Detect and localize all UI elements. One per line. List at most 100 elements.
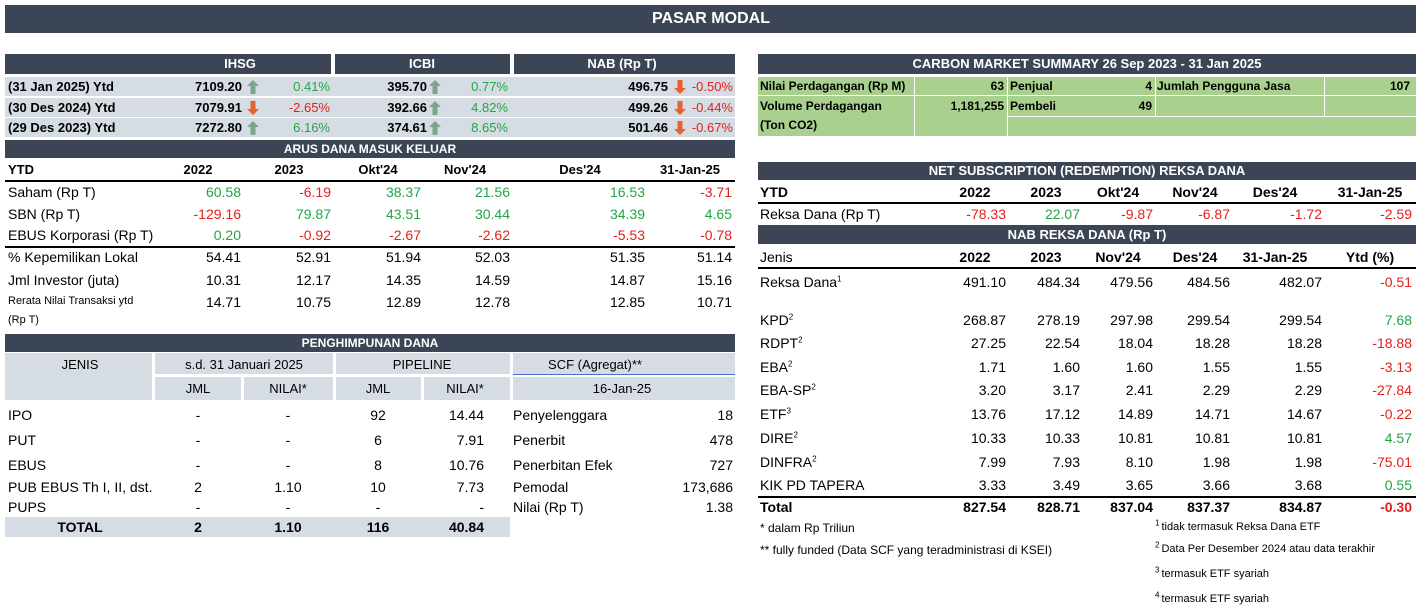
- column-header: Nov'24: [1095, 249, 1141, 265]
- cell: 3.65: [1125, 477, 1153, 493]
- cell: 10.33: [970, 430, 1006, 446]
- row-label: (31 Jan 2025) Ytd: [8, 79, 114, 94]
- header-bg: [513, 353, 735, 374]
- title-bar: [5, 5, 1416, 33]
- cell: 14.35: [385, 272, 421, 288]
- arrow-up: [429, 80, 441, 94]
- cell: 52.91: [295, 249, 331, 265]
- cell: 60.58: [205, 184, 241, 200]
- cell: 7079.91: [195, 99, 242, 115]
- cell: 4.82%: [471, 99, 508, 115]
- label: DIRE: [760, 430, 794, 446]
- section-title: NAB REKSA DANA (Rp T): [1007, 227, 1167, 242]
- section-title-bg: [758, 54, 1416, 74]
- column-header: PIPELINE: [392, 357, 452, 372]
- cell: -: [285, 457, 291, 473]
- label: ETF: [760, 406, 787, 422]
- cell: 27.25: [970, 335, 1006, 351]
- cell: 1.10: [274, 519, 302, 535]
- cell: 51.14: [696, 249, 732, 265]
- row-label: (29 Des 2023) Ytd: [8, 120, 116, 135]
- item-label: Nilai Perdagangan (Rp M): [760, 79, 906, 93]
- cell: 1.55: [1202, 359, 1230, 375]
- cell: -0.92: [299, 227, 331, 243]
- cell: 4.57: [1384, 430, 1412, 446]
- row-label: Jml Investor (juta): [8, 272, 120, 288]
- rule: [5, 180, 735, 182]
- cell: 1.98: [1202, 454, 1230, 470]
- cell: 14.87: [609, 272, 645, 288]
- cell: 6: [374, 432, 382, 448]
- label: termasuk ETF syariah: [1161, 568, 1270, 580]
- label: EBA: [760, 359, 789, 375]
- arrow-up: [429, 121, 441, 135]
- cell: -0.44%: [691, 99, 733, 115]
- row-label: Reksa Dana1: [760, 274, 842, 290]
- section-title: ARUS DANA MASUK KELUAR: [283, 142, 457, 156]
- cell: 51.35: [609, 249, 645, 265]
- cell: 2.41: [1125, 382, 1153, 398]
- cell: 12.89: [385, 294, 421, 310]
- cell: 482.07: [1279, 274, 1322, 290]
- row-label: Penerbit: [513, 432, 566, 448]
- superscript: 3: [786, 406, 791, 416]
- cell: 2: [194, 479, 202, 495]
- cell: 18.28: [1194, 335, 1230, 351]
- cell: -2.62: [478, 227, 510, 243]
- header-bg: [513, 377, 735, 400]
- cell: 1.10: [274, 479, 302, 495]
- cell-bg: [1008, 77, 1155, 95]
- rule: [5, 246, 735, 248]
- row-label: (30 Des 2024) Ytd: [8, 99, 116, 115]
- column-header: YTD: [8, 162, 34, 177]
- column-header: 31-Jan-25: [660, 162, 720, 177]
- column-header: Nov'24: [1172, 184, 1218, 200]
- cell: 8.10: [1125, 454, 1153, 470]
- superscript: 1: [1155, 518, 1160, 528]
- cell: 10.75: [295, 294, 331, 310]
- row-label: EBA-SP2: [760, 382, 816, 398]
- cell: -2.59: [1380, 206, 1412, 222]
- cell: 2.29: [1294, 382, 1322, 398]
- cell: 22.54: [1044, 335, 1080, 351]
- cell: -27.84: [1372, 382, 1412, 398]
- cell: 837.04: [1110, 499, 1153, 515]
- cell: 1,181,255: [950, 99, 1004, 113]
- rule: [758, 202, 1416, 204]
- column-header: Okt'24: [358, 162, 398, 177]
- cell: 12.85: [609, 294, 645, 310]
- cell: 22.07: [1044, 206, 1080, 222]
- cell: 3.66: [1202, 477, 1230, 493]
- label: Data Per Desember 2024 atau data terakhi…: [1161, 543, 1375, 555]
- cell: 1.60: [1125, 359, 1153, 375]
- cell: 12.17: [295, 272, 331, 288]
- cell: 4.65: [704, 206, 732, 222]
- header-bg: [155, 377, 241, 400]
- cell: 484.56: [1187, 274, 1230, 290]
- row-label: Penyelenggara: [513, 407, 608, 423]
- cell: 1.38: [705, 499, 733, 515]
- cell: 18: [717, 407, 733, 423]
- cell: 3.33: [978, 477, 1006, 493]
- cell: 43.51: [385, 206, 421, 222]
- cell: -: [195, 499, 201, 515]
- arrow-up: [429, 100, 441, 115]
- arrow-down: [674, 80, 686, 94]
- rule: [758, 496, 1416, 498]
- cell: 3.49: [1052, 477, 1080, 493]
- header-bg: [514, 54, 735, 74]
- cell: 10.81: [1117, 430, 1153, 446]
- column-header: 31-Jan-25: [1242, 249, 1308, 265]
- cell: -: [285, 407, 291, 423]
- item-label: Pembeli: [1010, 99, 1057, 113]
- row-label: PUT: [8, 432, 36, 448]
- cell: 837.37: [1187, 499, 1230, 515]
- cell-bg: [1325, 77, 1416, 95]
- cell: 299.54: [1279, 312, 1322, 328]
- label: tidak termasuk Reksa Dana ETF: [1161, 521, 1321, 533]
- cell: 392.66: [387, 99, 427, 115]
- arrow-up: [247, 121, 259, 135]
- cell: 14.44: [448, 407, 484, 423]
- row-label: Penerbitan Efek: [513, 457, 613, 473]
- superscript: 3: [1155, 565, 1160, 575]
